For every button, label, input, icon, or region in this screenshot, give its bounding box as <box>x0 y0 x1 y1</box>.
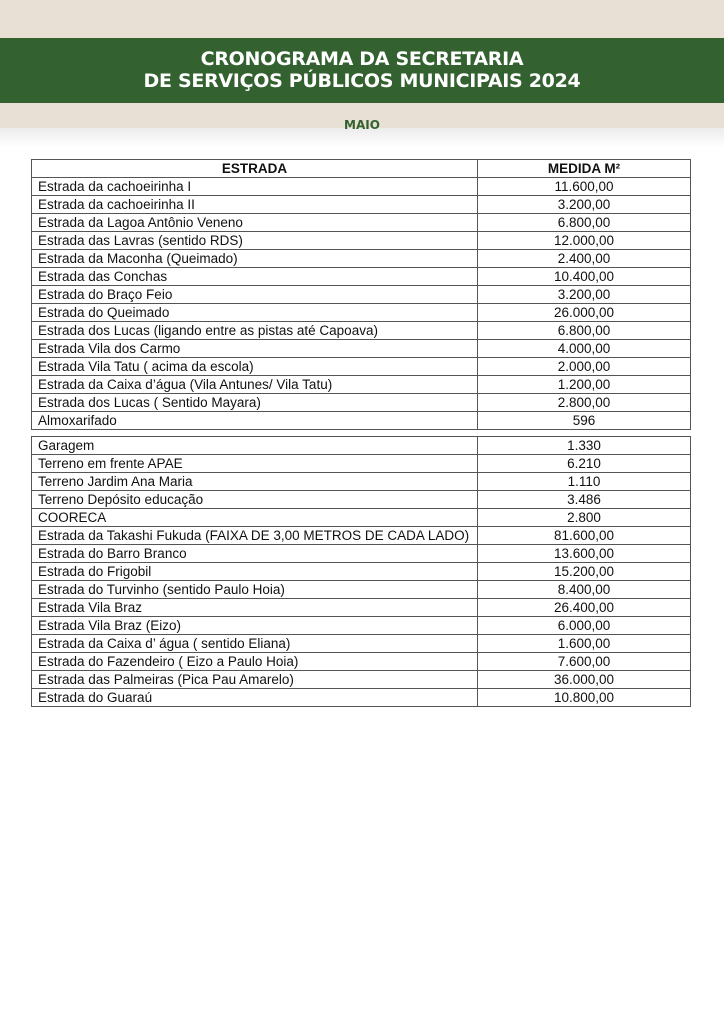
table-row: Estrada do Queimado 26.000,00 <box>31 303 691 322</box>
header-shadow <box>0 128 724 148</box>
road-name: Estrada da Lagoa Antônio Veneno <box>31 213 478 232</box>
road-name: Estrada Vila Tatu ( acima da escola) <box>31 357 478 376</box>
title-line-2: DE SERVIÇOS PÚBLICOS MUNICIPAIS 2024 <box>143 70 581 92</box>
road-name: Estrada Vila Braz (Eizo) <box>31 616 478 635</box>
road-name: Terreno em frente APAE <box>31 454 478 473</box>
road-name: Estrada das Conchas <box>31 267 478 286</box>
table-row: Estrada do Turvinho (sentido Paulo Hoia)… <box>31 580 691 599</box>
table-row: Garagem 1.330 <box>31 436 691 455</box>
table-row: Estrada das Conchas 10.400,00 <box>31 267 691 286</box>
table-row: Estrada do Frigobil 15.200,00 <box>31 562 691 581</box>
area-value: 10.400,00 <box>477 267 691 286</box>
table-row: Almoxarifado 596 <box>31 411 691 430</box>
area-value: 15.200,00 <box>477 562 691 581</box>
road-name: Estrada da Takashi Fukuda (FAIXA DE 3,00… <box>31 526 478 545</box>
table-row: Terreno Jardim Ana Maria 1.110 <box>31 472 691 491</box>
road-name: Estrada do Fazendeiro ( Eizo a Paulo Hoi… <box>31 652 478 671</box>
table-row: Estrada da Caixa d’água (Vila Antunes/ V… <box>31 375 691 394</box>
road-name: Estrada do Turvinho (sentido Paulo Hoia) <box>31 580 478 599</box>
table-row: COORECA 2.800 <box>31 508 691 527</box>
area-value: 6.210 <box>477 454 691 473</box>
table-row: Estrada dos Lucas (ligando entre as pist… <box>31 321 691 340</box>
title-banner: CRONOGRAMA DA SECRETARIA DE SERVIÇOS PÚB… <box>0 38 724 103</box>
area-value: 2.400,00 <box>477 249 691 268</box>
area-value: 4.000,00 <box>477 339 691 358</box>
table-row: Estrada da Takashi Fukuda (FAIXA DE 3,00… <box>31 526 691 545</box>
table-row: Estrada dos Lucas ( Sentido Mayara) 2.800… <box>31 393 691 412</box>
table-row: Estrada da cachoeirinha I 11.600,00 <box>31 177 691 196</box>
road-name: Estrada do Guaraú <box>31 688 478 707</box>
table-row: Estrada do Braço Feio 3.200,00 <box>31 285 691 304</box>
area-value: 1.600,00 <box>477 634 691 653</box>
road-name: Almoxarifado <box>31 411 478 430</box>
area-value: 6.800,00 <box>477 321 691 340</box>
table-row: Estrada Vila Braz (Eizo) 6.000,00 <box>31 616 691 635</box>
title-line-1: CRONOGRAMA DA SECRETARIA <box>200 48 524 70</box>
road-name: Estrada Vila dos Carmo <box>31 339 478 358</box>
area-value: 11.600,00 <box>477 177 691 196</box>
table-row: Estrada das Lavras (sentido RDS) 12.000,0… <box>31 231 691 250</box>
schedule-table-2: Garagem 1.330 Terreno em frente APAE 6.210 T… <box>31 436 691 707</box>
area-value: 8.400,00 <box>477 580 691 599</box>
table-row: Estrada das Palmeiras (Pica Pau Amarelo)… <box>31 670 691 689</box>
area-value: 26.000,00 <box>477 303 691 322</box>
road-name: Estrada das Lavras (sentido RDS) <box>31 231 478 250</box>
month-label: MAIO <box>344 118 380 132</box>
road-name: Estrada dos Lucas ( Sentido Mayara) <box>31 393 478 412</box>
road-name: Estrada da Maconha (Queimado) <box>31 249 478 268</box>
area-value: 6.800,00 <box>477 213 691 232</box>
road-name: Estrada dos Lucas (ligando entre as pist… <box>31 321 478 340</box>
table-row: Estrada do Fazendeiro ( Eizo a Paulo Hoi… <box>31 652 691 671</box>
road-name: Estrada Vila Braz <box>31 598 478 617</box>
road-name: Estrada das Palmeiras (Pica Pau Amarelo) <box>31 670 478 689</box>
table-row: Terreno em frente APAE 6.210 <box>31 454 691 473</box>
schedule-table-1: ESTRADA MEDIDA M² Estrada da cachoeirinh… <box>31 159 691 430</box>
road-name: Terreno Jardim Ana Maria <box>31 472 478 491</box>
area-value: 596 <box>477 411 691 430</box>
area-value: 13.600,00 <box>477 544 691 563</box>
table-row: Estrada da Caixa d’ água ( sentido Elian… <box>31 634 691 653</box>
area-value: 3.200,00 <box>477 195 691 214</box>
area-value: 1.330 <box>477 436 691 455</box>
table-row: Estrada do Guaraú 10.800,00 <box>31 688 691 707</box>
table-row: Estrada Vila dos Carmo 4.000,00 <box>31 339 691 358</box>
road-name: Estrada do Frigobil <box>31 562 478 581</box>
road-name: Terreno Depósito educação <box>31 490 478 509</box>
area-value: 3.486 <box>477 490 691 509</box>
table-row: Estrada Vila Tatu ( acima da escola) 2.00… <box>31 357 691 376</box>
area-value: 26.400,00 <box>477 598 691 617</box>
area-value: 2.800,00 <box>477 393 691 412</box>
road-name: Estrada do Braço Feio <box>31 285 478 304</box>
area-value: 2.000,00 <box>477 357 691 376</box>
area-value: 6.000,00 <box>477 616 691 635</box>
area-value: 1.110 <box>477 472 691 491</box>
column-header-estrada: ESTRADA <box>31 159 478 178</box>
area-value: 2.800 <box>477 508 691 527</box>
road-name: Garagem <box>31 436 478 455</box>
road-name: Estrada do Barro Branco <box>31 544 478 563</box>
road-name: Estrada da cachoeirinha II <box>31 195 478 214</box>
table-row: Estrada da cachoeirinha II 3.200,00 <box>31 195 691 214</box>
table-header-row: ESTRADA MEDIDA M² <box>31 159 691 178</box>
area-value: 81.600,00 <box>477 526 691 545</box>
road-name: Estrada da cachoeirinha I <box>31 177 478 196</box>
column-header-medida: MEDIDA M² <box>477 159 691 178</box>
area-value: 12.000,00 <box>477 231 691 250</box>
area-value: 7.600,00 <box>477 652 691 671</box>
table-row: Estrada da Lagoa Antônio Veneno 6.800,00 <box>31 213 691 232</box>
area-value: 3.200,00 <box>477 285 691 304</box>
area-value: 10.800,00 <box>477 688 691 707</box>
table-row: Estrada do Barro Branco 13.600,00 <box>31 544 691 563</box>
area-value: 1.200,00 <box>477 375 691 394</box>
table-row: Estrada da Maconha (Queimado) 2.400,00 <box>31 249 691 268</box>
road-name: Estrada da Caixa d’ água ( sentido Elian… <box>31 634 478 653</box>
road-name: Estrada da Caixa d’água (Vila Antunes/ V… <box>31 375 478 394</box>
table-row: Terreno Depósito educação 3.486 <box>31 490 691 509</box>
road-name: COORECA <box>31 508 478 527</box>
table-row: Estrada Vila Braz 26.400,00 <box>31 598 691 617</box>
area-value: 36.000,00 <box>477 670 691 689</box>
road-name: Estrada do Queimado <box>31 303 478 322</box>
